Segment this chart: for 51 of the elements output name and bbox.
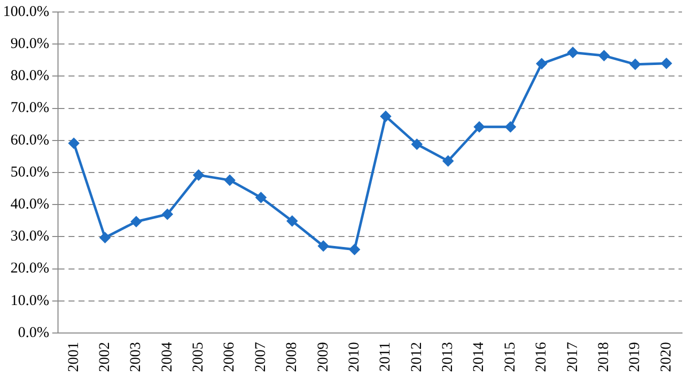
y-tick-label: 90.0%: [10, 36, 50, 52]
x-tick-label: 2003: [128, 342, 144, 372]
point: [661, 58, 672, 69]
x-tick-label: 2001: [66, 342, 82, 372]
x-tick-label: 2015: [502, 342, 518, 372]
x-tick-label: 2011: [378, 342, 394, 372]
x-tick-label: 2016: [534, 342, 550, 372]
point: [630, 59, 640, 70]
point: [442, 156, 454, 166]
x-tick-label: 2018: [596, 342, 612, 372]
point: [286, 216, 298, 226]
x-tick-label: 2005: [190, 342, 207, 372]
x-tick-label: 2019: [627, 342, 644, 372]
y-tick-label: 70.0%: [10, 100, 50, 116]
point: [505, 122, 516, 132]
y-tick-label: 60.0%: [10, 132, 50, 148]
x-tick-label: 2010: [346, 342, 362, 372]
point: [68, 138, 80, 149]
x-tick-label: 2008: [284, 342, 300, 372]
point: [412, 139, 422, 150]
x-tick-label: 2012: [408, 342, 425, 372]
y-tick-label: 100.0%: [2, 4, 50, 20]
x-tick-label: 2009: [315, 342, 332, 372]
point: [598, 50, 610, 61]
x-tick-label: 2002: [96, 342, 113, 372]
x-tick-label: 2006: [222, 342, 238, 372]
point: [100, 232, 110, 243]
y-tick-label: 10.0%: [10, 292, 50, 309]
x-tick-label: 2007: [252, 342, 269, 372]
x-tick-label: 2013: [440, 342, 456, 372]
point: [130, 216, 142, 227]
x-tick-label: 2004: [159, 342, 176, 372]
x-tick-label: 2017: [564, 342, 581, 372]
y-tick-label: 50.0%: [10, 164, 50, 180]
point: [256, 192, 266, 203]
point: [349, 244, 360, 255]
y-tick-label: 0.0%: [18, 324, 50, 341]
x-tick-label: 2020: [658, 342, 674, 372]
y-tick-label: 20.0%: [10, 260, 50, 277]
y-tick-label: 30.0%: [10, 228, 50, 245]
point: [568, 47, 578, 58]
y-tick-label: 40.0%: [10, 196, 50, 213]
point: [193, 170, 204, 180]
y-tick-label: 80.0%: [10, 68, 50, 84]
point: [536, 58, 547, 69]
point: [380, 111, 391, 122]
point: [162, 208, 173, 220]
point: [318, 240, 329, 252]
point: [224, 174, 236, 186]
point: [474, 122, 485, 132]
x-tick-label: 2014: [471, 342, 488, 372]
